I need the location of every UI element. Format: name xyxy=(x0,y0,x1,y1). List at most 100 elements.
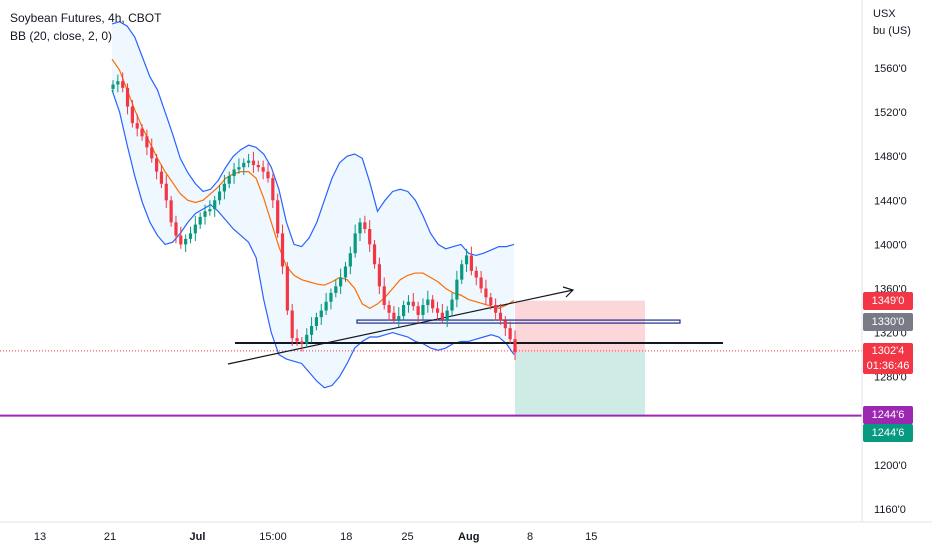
candle-body xyxy=(140,128,144,137)
candle-body xyxy=(188,233,193,239)
candle-body xyxy=(300,341,304,344)
price-tick-label: 1400'0 xyxy=(874,239,907,251)
candle-body xyxy=(174,222,178,236)
time-tick-label: 25 xyxy=(401,531,413,543)
price-tick-label: 1480'0 xyxy=(874,151,907,163)
candle-body xyxy=(251,160,256,166)
candle-body xyxy=(484,288,488,298)
candle-body xyxy=(237,167,241,170)
candle-body xyxy=(450,299,454,311)
candle-body xyxy=(227,176,231,184)
stop-zone xyxy=(515,300,645,352)
time-tick-label: 8 xyxy=(527,531,533,543)
time-tick-label: 15:00 xyxy=(259,531,287,543)
candle-body xyxy=(508,328,512,340)
price-tick-label: 1520'0 xyxy=(874,107,907,119)
candle-body xyxy=(125,87,130,107)
chart-header: Soybean Futures, 4h, CBOT BB (20, close,… xyxy=(10,9,161,45)
candle-body xyxy=(353,233,357,254)
candle-body xyxy=(198,216,202,225)
candle-body xyxy=(411,301,415,307)
price-tick-label: 1560'0 xyxy=(874,63,907,75)
candle-body xyxy=(392,312,396,320)
last-price-tag: 1302'4 01:36:46 xyxy=(863,343,913,374)
candle-body xyxy=(513,339,517,353)
candle-body xyxy=(397,316,401,320)
time-tick-label: 13 xyxy=(34,531,46,543)
candle-body xyxy=(329,292,333,302)
candle-body xyxy=(280,233,285,267)
candle-body xyxy=(363,222,367,229)
candle-body xyxy=(406,301,411,306)
candle-body xyxy=(474,270,478,278)
candle-body xyxy=(319,310,323,318)
candle-body xyxy=(498,312,503,321)
horizontal-line-price-tag: 1244'6 xyxy=(863,406,913,424)
candle-body xyxy=(382,286,386,306)
last-price-value: 1302'4 xyxy=(871,345,905,357)
candle-body xyxy=(489,297,493,306)
target-zone xyxy=(515,351,645,416)
candle-body xyxy=(305,334,309,344)
candle-body xyxy=(324,301,328,311)
candle-body xyxy=(184,238,188,245)
candle-body xyxy=(314,317,319,326)
indicator-label[interactable]: BB (20, close, 2, 0) xyxy=(10,29,113,43)
candle-body xyxy=(256,165,260,168)
candle-body xyxy=(455,279,459,300)
currency-label[interactable]: USX bu (US) xyxy=(873,6,911,40)
time-tick-label: Jul xyxy=(190,531,206,543)
time-axis[interactable]: 13 21 Jul 15:00 18 25 Aug 8 15 xyxy=(34,531,598,543)
candle-body xyxy=(464,255,469,265)
candle-body xyxy=(121,81,125,88)
currency-unit: bu (US) xyxy=(873,25,911,37)
price-axis[interactable]: 1560'01520'01480'01440'01400'01360'01320… xyxy=(874,63,907,516)
candle-body xyxy=(193,224,197,234)
currency-code: USX xyxy=(873,8,896,20)
candle-body xyxy=(232,169,236,177)
candle-body xyxy=(290,310,294,339)
candle-body xyxy=(135,123,139,129)
time-tick-label: 18 xyxy=(340,531,352,543)
candle-body xyxy=(479,277,483,289)
candle-body xyxy=(116,81,120,85)
price-tick-label: 1280'0 xyxy=(874,372,907,384)
candle-body xyxy=(460,264,464,280)
line-price-tag: 1330'0 xyxy=(863,313,913,331)
candle-body xyxy=(154,158,159,172)
price-tick-label: 1440'0 xyxy=(874,195,907,207)
candle-body xyxy=(111,84,115,89)
candle-body xyxy=(387,305,391,313)
candle-body xyxy=(494,305,498,313)
candle-body xyxy=(203,211,207,217)
time-tick-label: Aug xyxy=(458,531,479,543)
candle-body xyxy=(295,338,299,342)
target-price-tag: 1244'6 xyxy=(863,424,913,442)
candle-body xyxy=(416,306,420,315)
time-tick-label: 15 xyxy=(585,531,597,543)
drawings[interactable] xyxy=(0,286,862,417)
bb-basis xyxy=(111,58,515,310)
bb-upper xyxy=(111,21,515,257)
horizontal-level-1330 xyxy=(356,319,681,324)
candle-body xyxy=(358,222,362,234)
candle-body xyxy=(309,325,314,335)
candle-body xyxy=(208,209,212,212)
candle-body xyxy=(247,160,251,163)
short-position[interactable] xyxy=(515,300,645,416)
symbol-title[interactable]: Soybean Futures, 4h, CBOT xyxy=(10,11,162,25)
candle-body xyxy=(343,266,348,278)
candle-body xyxy=(368,228,372,245)
candles xyxy=(111,72,517,361)
candle-body xyxy=(372,244,377,265)
candle-body xyxy=(435,308,440,313)
candle-body xyxy=(242,162,246,168)
trendline-arrow xyxy=(562,286,575,298)
candle-body xyxy=(421,305,425,315)
candle-body xyxy=(130,106,134,124)
candle-body xyxy=(377,264,381,287)
candle-body xyxy=(339,277,343,287)
stop-price-tag: 1349'0 xyxy=(863,292,913,310)
candle-body xyxy=(440,312,444,320)
